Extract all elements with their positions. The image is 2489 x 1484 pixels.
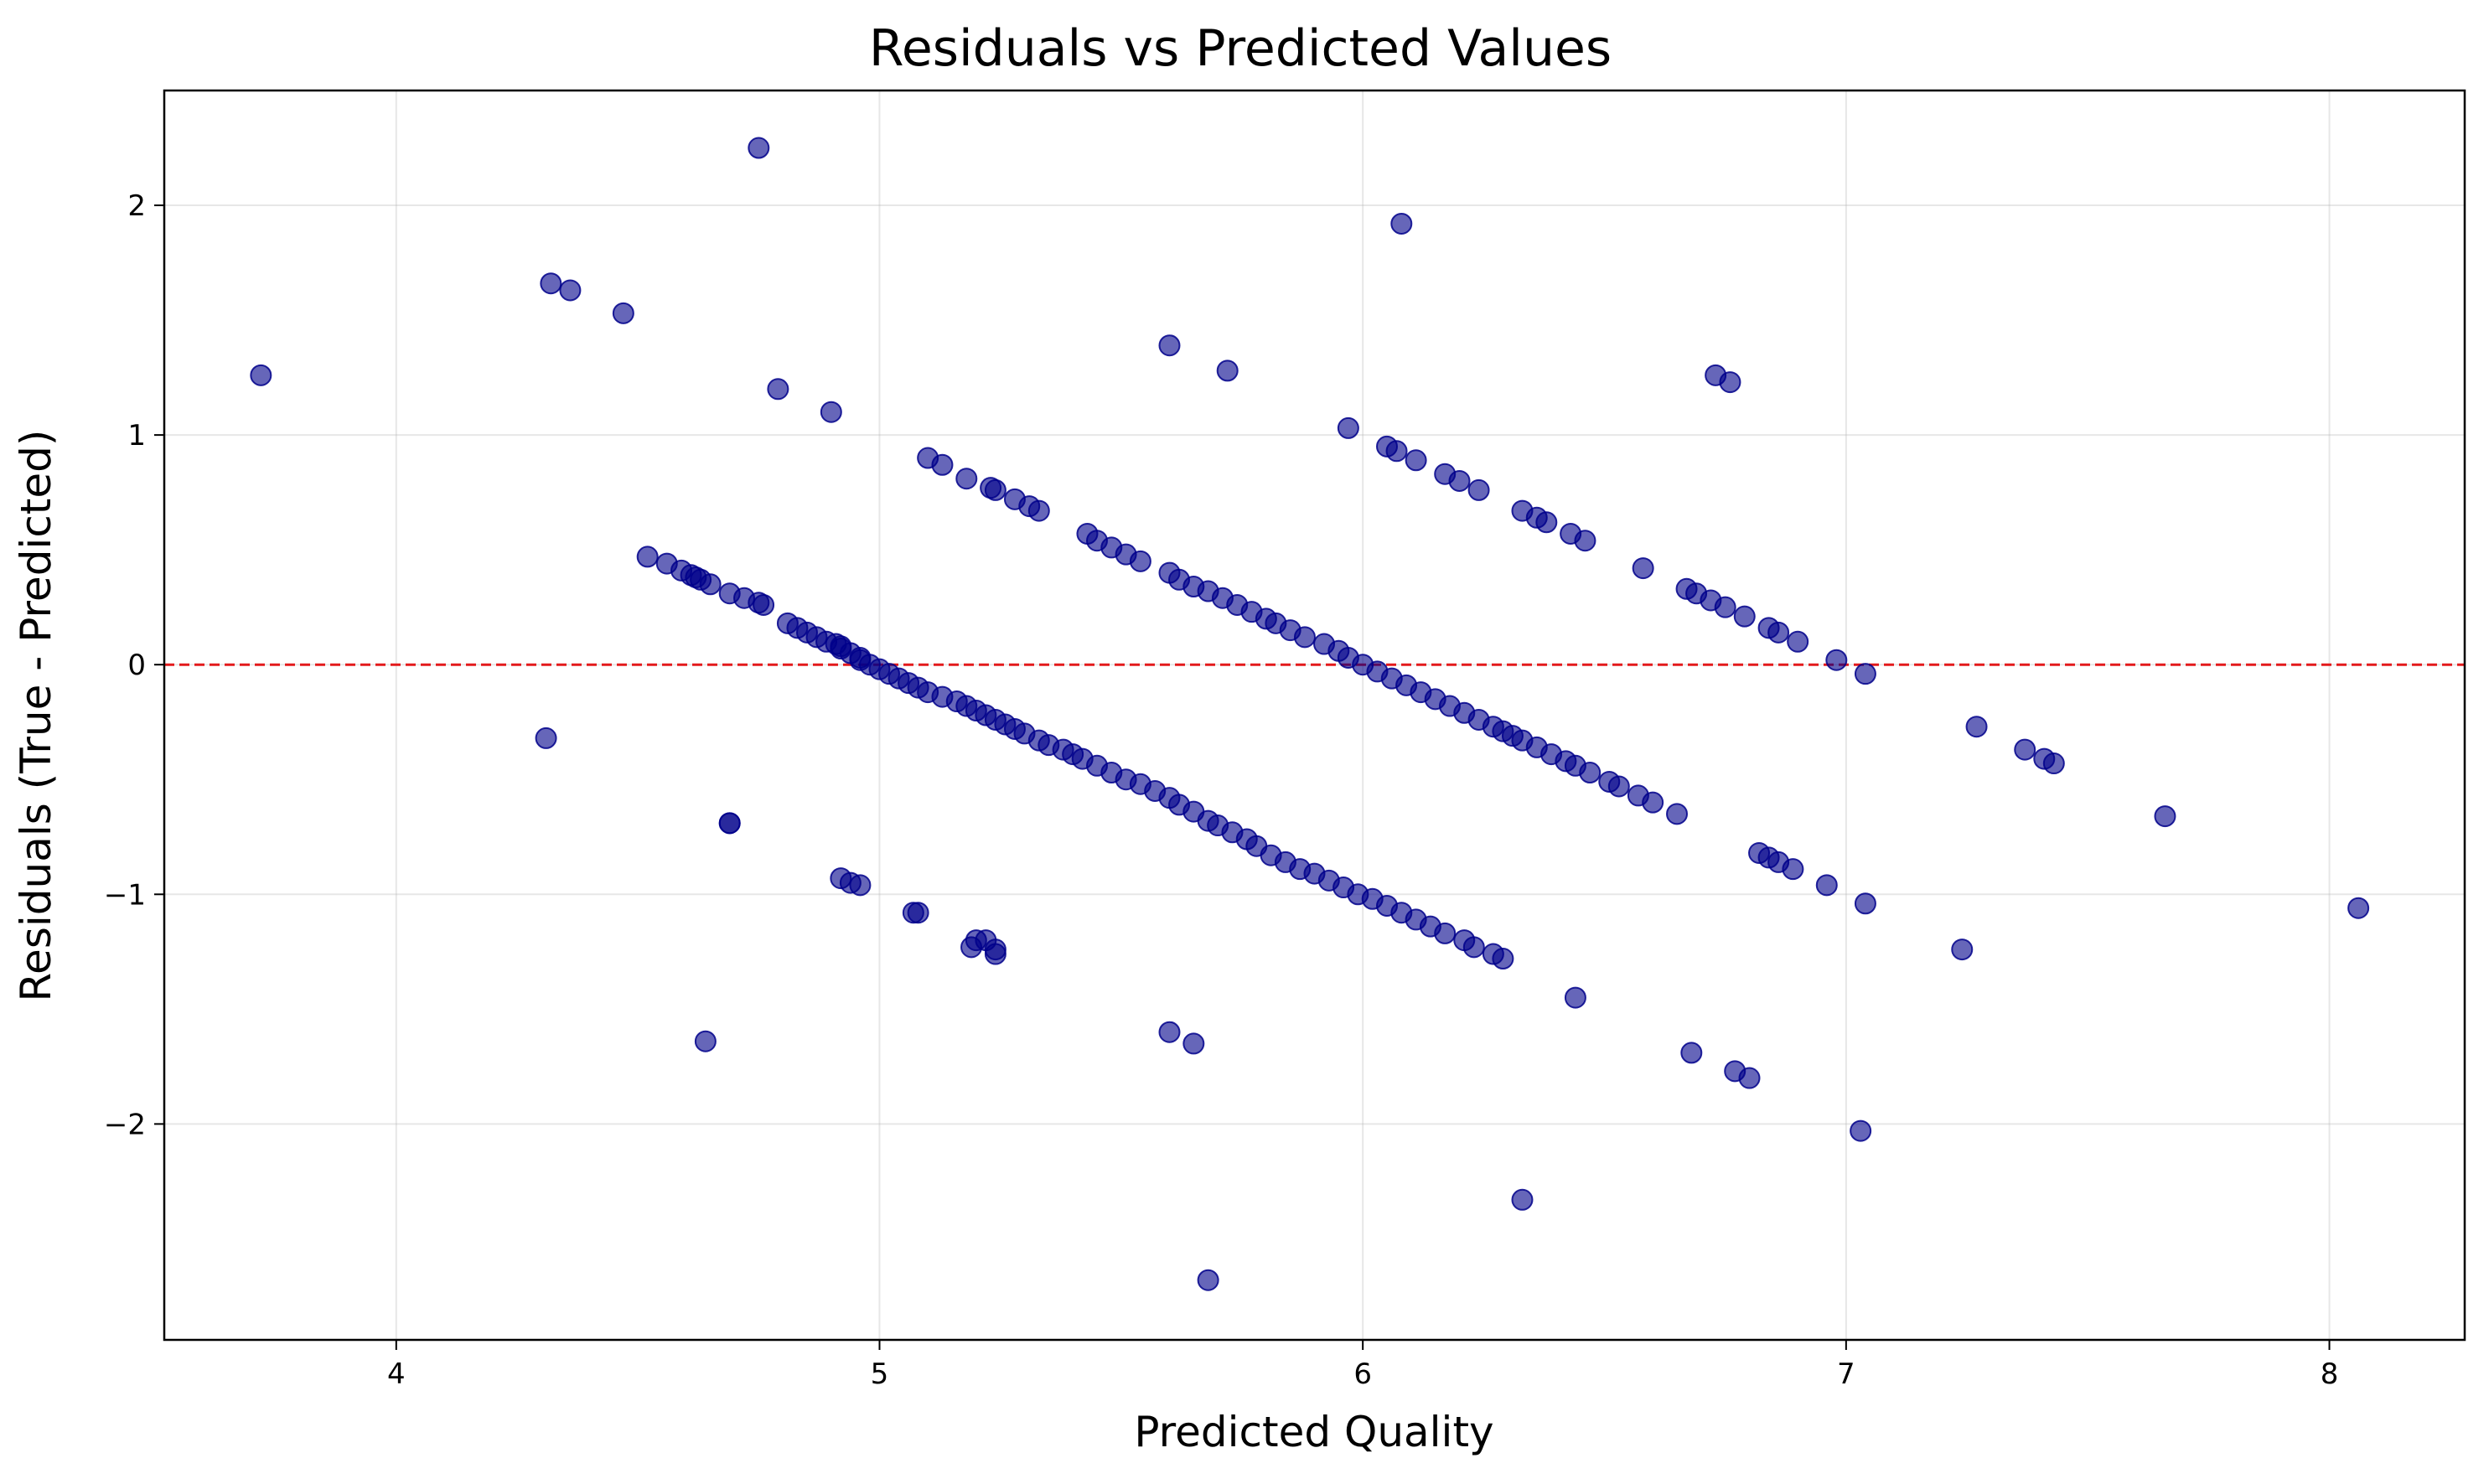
scatter-point <box>250 364 272 386</box>
scatter-point <box>1714 596 1736 618</box>
plot-frame <box>163 89 2466 1342</box>
y-tick-label: 0 <box>127 649 146 682</box>
scatter-point <box>1579 762 1602 784</box>
scatter-point <box>718 812 741 835</box>
scatter-point <box>1965 716 1988 738</box>
scatter-point <box>1733 605 1756 628</box>
scatter-point <box>1462 936 1485 959</box>
scatter-point <box>1293 626 1316 649</box>
scatter-point <box>1642 791 1664 814</box>
scatter-point <box>1850 1119 1872 1142</box>
scatter-point <box>1158 334 1181 357</box>
chart-title: Residuals vs Predicted Values <box>869 19 1612 78</box>
scatter-point <box>1182 1032 1205 1055</box>
scatter-point <box>1385 440 1408 463</box>
scatter-point <box>1337 416 1359 439</box>
y-tick-label: 1 <box>127 419 146 452</box>
scatter-point <box>2154 805 2176 828</box>
x-tick-label: 7 <box>1837 1357 1855 1391</box>
scatter-point <box>699 573 722 596</box>
scatter-point <box>820 401 842 423</box>
x-tick-label: 8 <box>2321 1357 2339 1391</box>
scatter-point <box>1535 511 1558 534</box>
scatter-point <box>1574 530 1596 552</box>
scatter-point <box>1607 775 1630 798</box>
scatter-point <box>1632 557 1654 580</box>
scatter-point <box>1666 803 1689 825</box>
scatter-point <box>1405 449 1427 472</box>
scatter-point <box>753 593 775 616</box>
x-axis-label: Predicted Quality <box>1134 1408 1493 1456</box>
y-tick-label: 2 <box>127 189 146 223</box>
scatter-point <box>931 453 954 476</box>
scatter-point <box>1951 938 1974 961</box>
scatter-point <box>612 302 634 324</box>
scatter-point <box>1158 1021 1181 1043</box>
scatter-point <box>907 902 929 924</box>
scatter-point <box>1767 621 1790 644</box>
scatter-point <box>694 1030 717 1052</box>
scatter-point <box>1434 922 1457 944</box>
scatter-point <box>1815 874 1838 897</box>
y-axis-ticks: −2 −1 0 1 2 <box>104 189 164 1141</box>
scatter-point <box>984 938 1006 961</box>
scatter-point <box>1782 858 1804 881</box>
y-tick-label: −2 <box>104 1108 146 1141</box>
scatter-point <box>540 272 562 295</box>
data-points <box>250 137 2370 1291</box>
scatter-point <box>559 279 582 302</box>
x-tick-label: 5 <box>871 1357 889 1391</box>
x-axis-ticks: 4 5 6 7 8 <box>387 1340 2338 1391</box>
x-tick-label: 6 <box>1353 1357 1372 1391</box>
scatter-point <box>1197 1269 1219 1291</box>
scatter-point <box>535 726 557 749</box>
scatter-point <box>984 478 1006 501</box>
scatter-point <box>2347 897 2370 919</box>
scatter-point <box>1825 649 1848 671</box>
scatter-point <box>1738 1067 1761 1089</box>
scatter-point <box>767 378 789 401</box>
scatter-point <box>1854 892 1876 915</box>
scatter-point <box>965 929 987 952</box>
scatter-point <box>1467 478 1490 501</box>
y-axis-label: Residuals (True - Predicted) <box>12 430 60 1002</box>
scatter-point <box>1564 986 1586 1009</box>
scatter-point <box>849 874 872 897</box>
scatter-point <box>1854 663 1876 685</box>
scatter-point <box>1492 948 1514 970</box>
scatter-point <box>2014 738 2036 761</box>
scatter-point <box>1787 630 1809 653</box>
scatter-point <box>1216 359 1239 382</box>
scatter-point <box>636 546 659 568</box>
scatter-point <box>748 137 770 159</box>
grid-lines <box>164 90 2465 1340</box>
scatter-point <box>1448 469 1471 492</box>
scatter-point <box>1680 1042 1703 1064</box>
scatter-point <box>2042 752 2065 775</box>
y-tick-label: −1 <box>104 878 146 912</box>
x-tick-label: 4 <box>387 1357 406 1391</box>
scatter-point <box>1027 499 1050 522</box>
scatter-point <box>1511 1188 1534 1211</box>
scatter-point <box>1390 212 1413 235</box>
scatter-point <box>1129 550 1151 572</box>
scatter-point <box>955 468 978 490</box>
scatter-point <box>1719 371 1741 394</box>
